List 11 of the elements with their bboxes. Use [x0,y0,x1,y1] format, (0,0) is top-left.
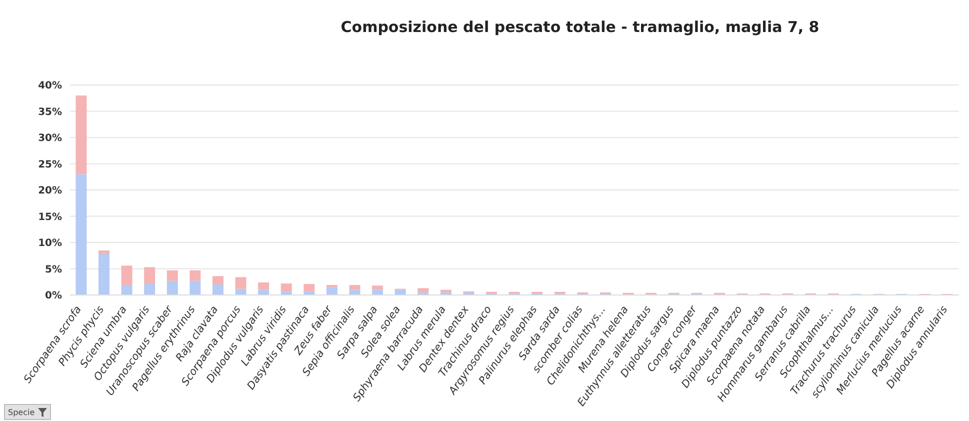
y-tick-label: 15% [38,212,62,223]
y-tick-label: 40% [38,80,62,92]
y-tick-label: 30% [38,133,62,144]
y-tick-label: 35% [38,106,62,118]
y-tick-label: 10% [38,238,62,250]
y-tick-label: 5% [45,264,62,276]
y-tick-label: 20% [38,186,62,197]
chart-title: Composizione del pescato totale - tramaglio, maglia 7, 8 [340,18,820,36]
text: Specie [8,408,35,416]
y-tick-label: 0% [45,290,62,302]
y-tick-label: 25% [38,159,62,170]
